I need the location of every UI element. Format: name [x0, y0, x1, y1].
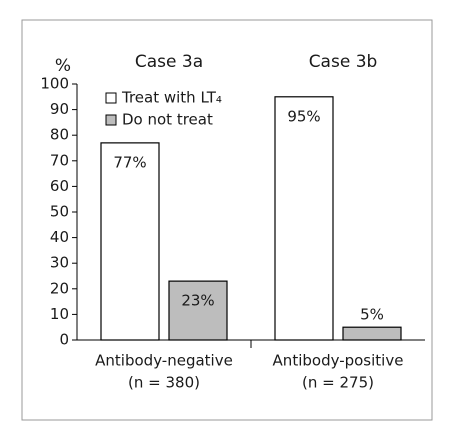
y-tick-label: 0: [59, 331, 69, 349]
value-label: 77%: [113, 153, 146, 171]
bar: [168, 280, 228, 341]
y-tick-label: 20: [50, 279, 69, 297]
x-tick-label: (n = 380): [128, 374, 200, 392]
bar: [100, 142, 160, 341]
y-tick-label: 90: [50, 100, 69, 118]
legend-swatch: [105, 92, 117, 104]
frame: [21, 19, 433, 421]
y-tick-label: 70: [50, 151, 69, 169]
value-label: 95%: [287, 107, 320, 125]
x-tick-label: Antibody-negative: [95, 352, 233, 370]
y-tick-label: 80: [50, 126, 69, 144]
group-title: Case 3b: [309, 52, 378, 72]
legend-label: Treat with LT₄: [121, 89, 222, 107]
bar: [342, 326, 402, 341]
legend-swatch: [105, 114, 117, 126]
group-title: Case 3a: [135, 52, 203, 72]
y-tick-label: 100: [40, 75, 69, 93]
x-tick-label: (n = 275): [302, 374, 374, 392]
x-tick-label: Antibody-positive: [273, 352, 404, 370]
y-tick-label: 50: [50, 203, 69, 221]
y-tick-label: 10: [50, 305, 69, 323]
value-label: 5%: [360, 306, 384, 324]
y-axis-label: %: [55, 56, 71, 76]
y-tick-label: 30: [50, 254, 69, 272]
y-tick-label: 40: [50, 228, 69, 246]
value-label: 23%: [181, 292, 214, 310]
legend-label: Do not treat: [122, 111, 213, 129]
y-tick-label: 60: [50, 177, 69, 195]
bar: [274, 96, 334, 341]
